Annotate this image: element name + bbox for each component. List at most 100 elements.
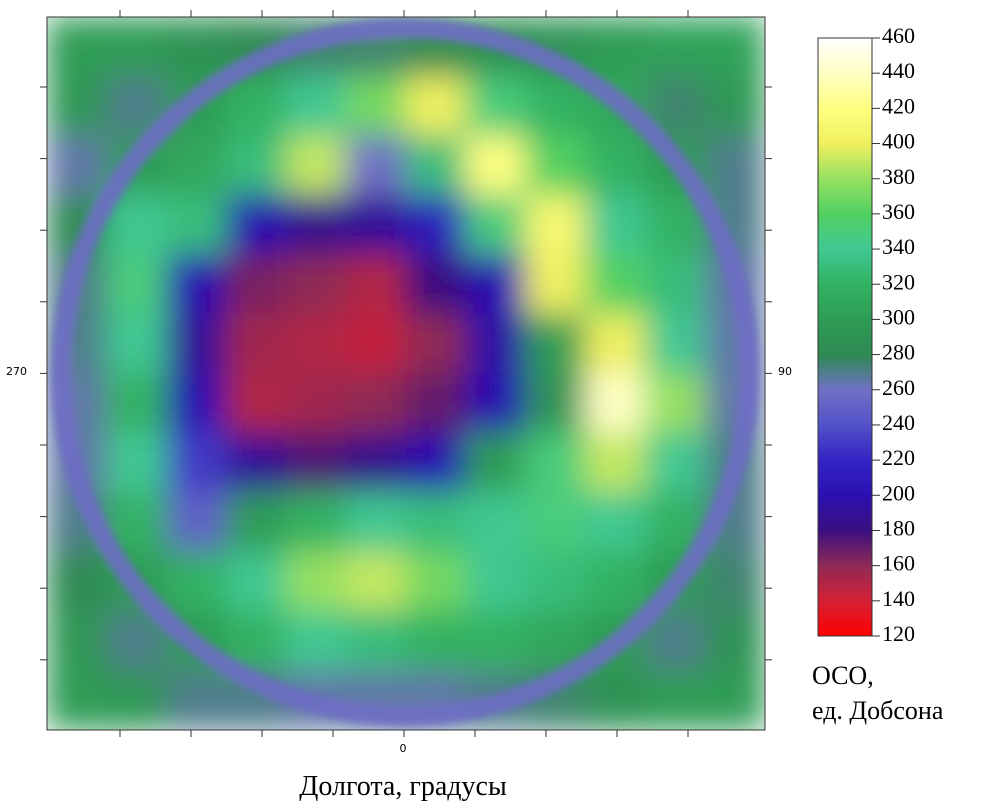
heat-cell [405, 254, 467, 315]
heat-cell [525, 254, 586, 315]
colorbar-tick-label: 220 [882, 445, 915, 470]
colorbar-tick-label: 380 [882, 164, 915, 189]
heat-cell [405, 373, 467, 434]
heat-cell [285, 194, 347, 256]
colorbar-tick-label: 420 [882, 93, 915, 118]
heatmap [47, 17, 765, 730]
heat-cell [585, 194, 646, 256]
heat-cell [106, 373, 168, 434]
colorbar-tick-label: 180 [882, 516, 915, 541]
heat-cell [345, 313, 407, 374]
heat-cell [47, 670, 108, 730]
colorbar-tick-label: 280 [882, 340, 915, 365]
heat-cell [704, 670, 765, 730]
heat-cell [525, 373, 586, 434]
colorbar-tick-label: 360 [882, 199, 915, 224]
heat-cell [166, 670, 227, 730]
heat-cell [345, 610, 407, 672]
heat-cell [166, 432, 227, 493]
heat-cell [285, 254, 347, 315]
heat-cell [465, 610, 527, 672]
heat-cell [525, 491, 586, 553]
lon-label: 270 [6, 365, 27, 378]
heat-cell [525, 313, 586, 374]
heat-cell [166, 194, 227, 256]
colorbar-tick-label: 200 [882, 480, 915, 505]
heat-cell [345, 373, 407, 434]
colorbar-tick-label: 300 [882, 304, 915, 329]
heat-cell [345, 75, 407, 137]
heat-cell [166, 313, 227, 374]
heat-cell [345, 432, 407, 493]
heat-cell [226, 373, 287, 434]
heat-cell [226, 135, 287, 196]
x-axis-label: Долгота, градусы [299, 771, 507, 802]
colorbar-tick-label: 160 [882, 551, 915, 576]
heat-cell [226, 491, 287, 553]
heat-cell [166, 135, 227, 196]
colorbar-tick-label: 140 [882, 586, 915, 611]
heat-cell [585, 373, 646, 434]
heat-cell [465, 551, 527, 612]
lon-label: 0 [400, 742, 407, 755]
heat-cell [704, 135, 765, 196]
heat-cell [226, 194, 287, 256]
heat-cell [704, 75, 765, 137]
colorbar-tick-label: 400 [882, 129, 915, 154]
heat-cell [166, 491, 227, 553]
heat-cell [166, 373, 227, 434]
heat-cell [405, 610, 467, 672]
heat-cell [47, 610, 108, 672]
heat-cell [465, 491, 527, 553]
heat-cell [226, 254, 287, 315]
heat-cell [47, 551, 108, 612]
heat-cell [47, 135, 108, 196]
heat-cell [285, 610, 347, 672]
heat-cell [405, 491, 467, 553]
heat-cell [585, 432, 646, 493]
heat-cell [525, 432, 586, 493]
heat-cell [585, 313, 646, 374]
heat-cell [644, 432, 706, 493]
heat-cell [166, 17, 227, 77]
heat-cell [465, 313, 527, 374]
heat-cell [465, 432, 527, 493]
heat-cell [47, 75, 108, 137]
heat-cell [644, 254, 706, 315]
heat-cell [47, 17, 108, 77]
heat-cell [285, 551, 347, 612]
heat-cell [465, 254, 527, 315]
colorbar-label: ед. Добсона [812, 696, 944, 725]
heat-cell [226, 75, 287, 137]
heat-cell [704, 610, 765, 672]
heat-cell [704, 551, 765, 612]
colorbar-label: ОСО, [812, 661, 874, 690]
heat-cell [345, 194, 407, 256]
heat-cell [525, 75, 586, 137]
heat-cell [405, 75, 467, 137]
heat-cell [345, 135, 407, 196]
colorbar-tick-label: 460 [882, 23, 915, 48]
heat-cell [644, 373, 706, 434]
heat-cell [465, 373, 527, 434]
lon-label: 90 [778, 365, 792, 378]
heat-cell [285, 432, 347, 493]
heat-cell [465, 135, 527, 196]
colorbar-tick-label: 340 [882, 234, 915, 259]
heat-cell [285, 75, 347, 137]
heat-cell [585, 551, 646, 612]
heat-cell [106, 254, 168, 315]
heat-cell [704, 17, 765, 77]
heat-cell [166, 254, 227, 315]
heat-cell [405, 432, 467, 493]
heat-cell [345, 254, 407, 315]
heat-cell [285, 373, 347, 434]
colorbar-tick-label: 240 [882, 410, 915, 435]
heat-cell [226, 551, 287, 612]
colorbar-tick-label: 320 [882, 269, 915, 294]
heat-cell [644, 313, 706, 374]
heat-cell [106, 670, 168, 730]
heat-cell [405, 551, 467, 612]
heat-cell [525, 551, 586, 612]
